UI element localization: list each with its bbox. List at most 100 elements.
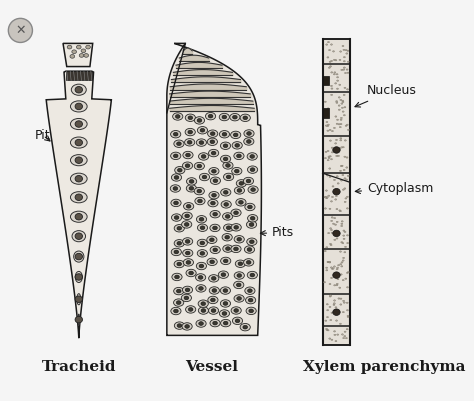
Ellipse shape xyxy=(209,192,219,199)
Polygon shape xyxy=(63,43,93,67)
Ellipse shape xyxy=(330,85,332,87)
Ellipse shape xyxy=(338,109,340,110)
Ellipse shape xyxy=(346,272,348,273)
Ellipse shape xyxy=(210,238,214,242)
Ellipse shape xyxy=(75,87,82,93)
Ellipse shape xyxy=(176,301,181,304)
Ellipse shape xyxy=(221,200,231,208)
Ellipse shape xyxy=(236,180,246,187)
Ellipse shape xyxy=(337,310,338,312)
Ellipse shape xyxy=(333,230,340,237)
Ellipse shape xyxy=(222,115,227,119)
Ellipse shape xyxy=(326,197,328,198)
Text: Tracheid: Tracheid xyxy=(42,360,116,375)
Ellipse shape xyxy=(71,192,87,203)
Ellipse shape xyxy=(246,261,251,264)
Ellipse shape xyxy=(328,156,330,157)
Ellipse shape xyxy=(333,266,336,267)
Ellipse shape xyxy=(234,211,238,215)
Ellipse shape xyxy=(327,57,329,58)
Ellipse shape xyxy=(223,213,233,220)
Ellipse shape xyxy=(327,175,328,176)
Ellipse shape xyxy=(174,176,179,179)
Ellipse shape xyxy=(185,324,190,328)
Ellipse shape xyxy=(337,278,339,280)
Ellipse shape xyxy=(71,155,87,166)
Ellipse shape xyxy=(343,257,345,259)
Ellipse shape xyxy=(337,334,339,335)
Ellipse shape xyxy=(170,185,181,192)
Ellipse shape xyxy=(326,190,328,191)
Ellipse shape xyxy=(171,307,181,315)
Ellipse shape xyxy=(210,246,220,253)
Ellipse shape xyxy=(339,84,341,85)
Ellipse shape xyxy=(340,138,342,139)
Ellipse shape xyxy=(347,316,349,318)
Text: Pits: Pits xyxy=(260,226,294,239)
Ellipse shape xyxy=(337,88,338,89)
Ellipse shape xyxy=(334,285,336,286)
Ellipse shape xyxy=(222,312,227,315)
Ellipse shape xyxy=(210,224,220,232)
Ellipse shape xyxy=(196,262,207,270)
Ellipse shape xyxy=(197,224,208,231)
Ellipse shape xyxy=(225,215,230,218)
Ellipse shape xyxy=(333,276,335,277)
Ellipse shape xyxy=(325,151,327,152)
Ellipse shape xyxy=(342,100,344,101)
Ellipse shape xyxy=(330,60,333,62)
Ellipse shape xyxy=(231,307,241,314)
Ellipse shape xyxy=(327,261,329,263)
Ellipse shape xyxy=(177,262,182,266)
Ellipse shape xyxy=(234,281,244,289)
Ellipse shape xyxy=(326,329,328,331)
Ellipse shape xyxy=(339,126,341,128)
Ellipse shape xyxy=(230,113,240,121)
Polygon shape xyxy=(46,71,111,338)
Ellipse shape xyxy=(211,151,216,155)
Ellipse shape xyxy=(343,302,345,303)
Ellipse shape xyxy=(329,262,331,263)
Ellipse shape xyxy=(345,125,347,126)
Ellipse shape xyxy=(200,128,205,132)
Ellipse shape xyxy=(207,138,218,146)
Ellipse shape xyxy=(221,188,231,196)
Ellipse shape xyxy=(331,232,333,233)
Ellipse shape xyxy=(345,278,347,279)
Ellipse shape xyxy=(184,139,195,146)
Ellipse shape xyxy=(333,309,340,316)
Ellipse shape xyxy=(247,271,257,279)
Polygon shape xyxy=(66,71,92,81)
Ellipse shape xyxy=(174,239,184,247)
Ellipse shape xyxy=(75,176,82,182)
Ellipse shape xyxy=(75,103,82,109)
Ellipse shape xyxy=(188,130,192,134)
Ellipse shape xyxy=(331,152,333,153)
Ellipse shape xyxy=(342,243,344,244)
Ellipse shape xyxy=(219,310,229,317)
Ellipse shape xyxy=(173,288,184,295)
Ellipse shape xyxy=(340,263,342,265)
Ellipse shape xyxy=(338,97,340,98)
Ellipse shape xyxy=(336,283,338,285)
Ellipse shape xyxy=(334,72,336,73)
Ellipse shape xyxy=(329,129,331,131)
Ellipse shape xyxy=(340,99,342,101)
Ellipse shape xyxy=(343,61,346,62)
Ellipse shape xyxy=(337,183,339,184)
Ellipse shape xyxy=(70,55,74,58)
Ellipse shape xyxy=(336,269,338,270)
Text: Vessel: Vessel xyxy=(185,360,238,375)
Ellipse shape xyxy=(328,233,330,234)
Ellipse shape xyxy=(330,277,333,279)
Ellipse shape xyxy=(331,72,333,73)
Ellipse shape xyxy=(343,67,346,68)
Ellipse shape xyxy=(339,59,341,61)
Ellipse shape xyxy=(182,238,193,245)
Ellipse shape xyxy=(339,287,341,288)
Ellipse shape xyxy=(212,193,216,197)
Ellipse shape xyxy=(171,248,182,256)
Ellipse shape xyxy=(245,246,255,253)
Ellipse shape xyxy=(339,323,341,324)
Ellipse shape xyxy=(338,298,340,299)
